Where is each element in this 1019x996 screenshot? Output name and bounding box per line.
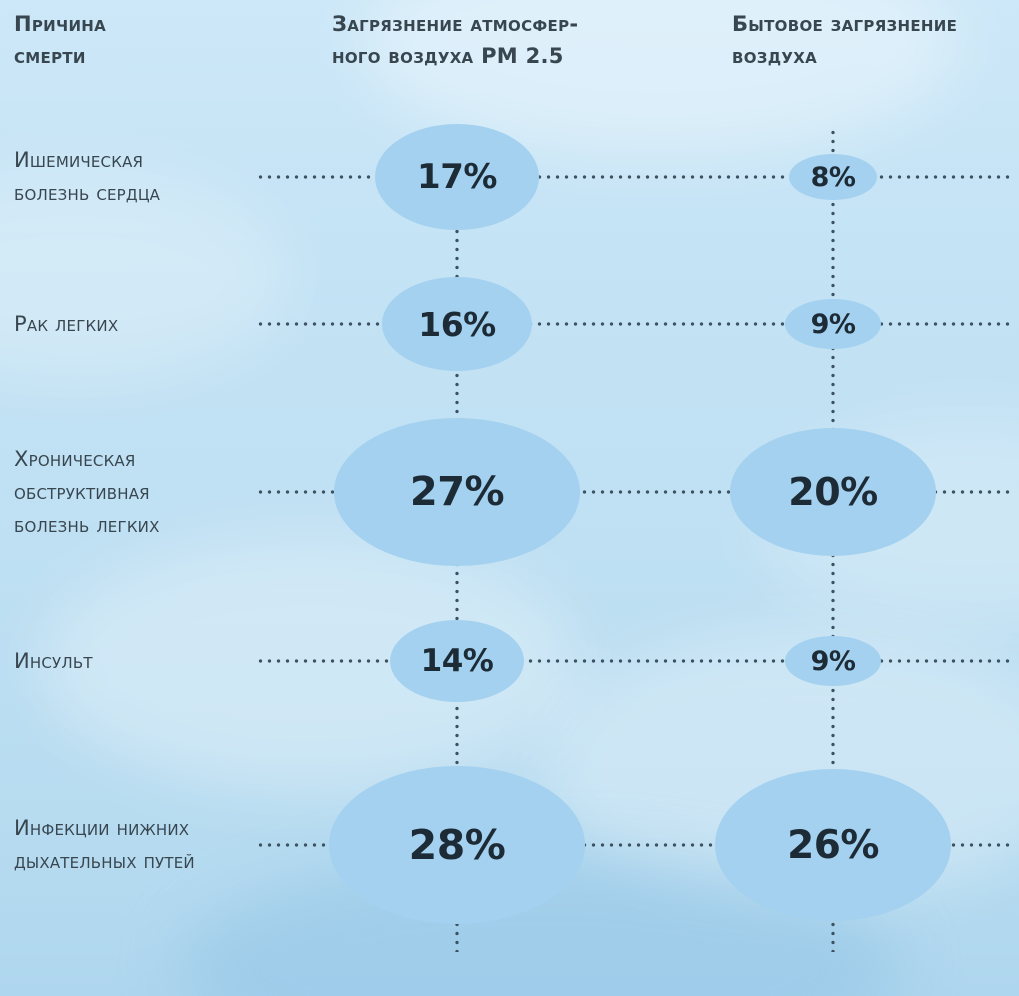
bubble-household-stroke: 9% [785, 636, 881, 686]
percent-value: 17% [417, 157, 497, 197]
percent-value: 9% [810, 308, 856, 340]
header-line: Причина [14, 12, 107, 36]
row-label-text: Ишемическая болезнь сердца [14, 148, 161, 205]
row-label-copd: Хроническая обструктивная болезнь легких [14, 412, 224, 572]
header-line: смерти [14, 44, 86, 68]
row-label-stroke: Инсульт [14, 621, 224, 701]
bubble-pm25-stroke: 14% [390, 620, 524, 702]
percent-value: 8% [810, 161, 856, 193]
dotted-line-row-ischemic [256, 175, 1010, 179]
header-line: Загрязнение атмосфер- [332, 12, 579, 36]
column-header-household: Бытовое загрязнение воздуха [732, 8, 1012, 72]
bubble-household-lung-cancer: 9% [785, 299, 881, 349]
bubble-pm25-copd: 27% [334, 418, 580, 566]
percent-value: 27% [409, 469, 505, 515]
column-header-pm25: Загрязнение атмосфер- ного воздуха PM 2.… [332, 8, 672, 72]
percent-value: 16% [418, 304, 496, 344]
bubble-household-lri: 26% [715, 769, 951, 921]
bubble-pm25-ischemic: 17% [375, 124, 539, 230]
row-label-ischemic-heart-disease: Ишемическая болезнь сердца [14, 127, 224, 227]
bubble-household-copd: 20% [730, 428, 936, 556]
row-label-lung-cancer: Рак легких [14, 284, 224, 364]
percent-value: 14% [420, 643, 494, 679]
header-line: Бытовое загрязнение [732, 12, 958, 36]
percent-value: 28% [408, 821, 506, 869]
dotted-line-row-stroke [256, 659, 1010, 663]
dotted-line-row-lung-cancer [256, 322, 1010, 326]
percent-value: 20% [788, 470, 878, 514]
header-line: ного воздуха PM 2.5 [332, 44, 564, 68]
row-label-text: Хроническая обструктивная болезнь легких [14, 446, 160, 537]
percent-value: 9% [810, 645, 856, 677]
percent-value: 26% [787, 822, 879, 868]
header-line: воздуха [732, 44, 818, 68]
row-label-lower-respiratory-infections: Инфекции нижних дыхательных путей [14, 755, 224, 935]
bubble-household-ischemic: 8% [789, 154, 877, 200]
bubble-pm25-lri: 28% [329, 766, 585, 924]
dotted-line-row-lri [256, 843, 1010, 847]
column-header-cause: Причина смерти [14, 8, 214, 72]
dotted-line-row-copd [256, 490, 1010, 494]
bubble-pm25-lung-cancer: 16% [382, 277, 532, 371]
row-label-text: Инфекции нижних дыхательных путей [14, 816, 195, 873]
row-label-text: Инсульт [14, 648, 93, 673]
row-label-text: Рак легких [14, 311, 119, 336]
